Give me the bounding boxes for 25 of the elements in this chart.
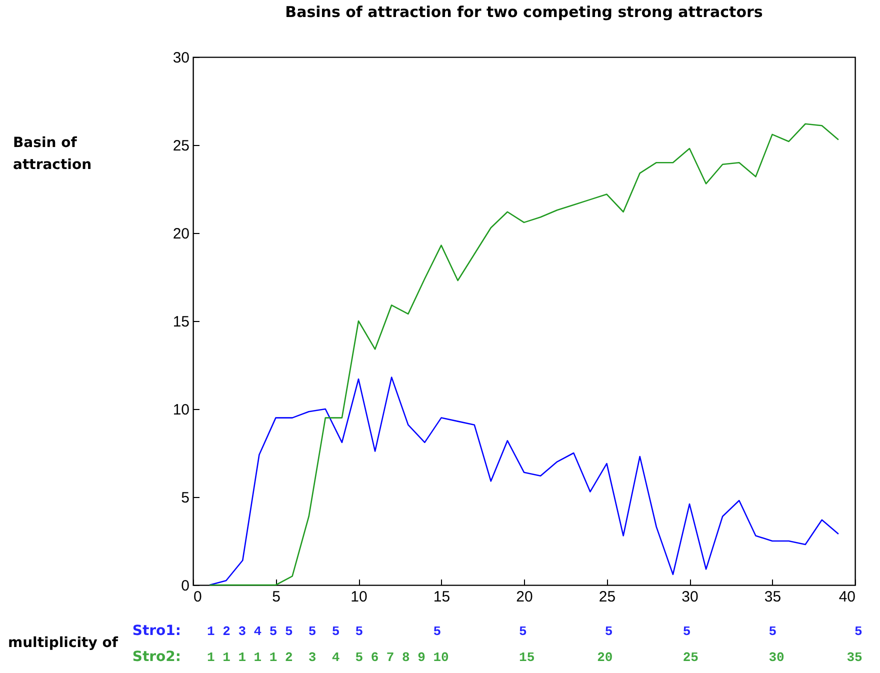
y-tick-label: 20 xyxy=(172,226,190,242)
x-tick-label: 15 xyxy=(433,588,450,606)
line-series xyxy=(208,123,840,586)
y-tick-label: 10 xyxy=(172,402,190,418)
x-tick-label: 10 xyxy=(350,588,368,606)
text: Stro1: xyxy=(132,623,181,639)
line-series xyxy=(208,376,840,586)
text: multiplicity of xyxy=(8,635,119,651)
text: Stro2: xyxy=(132,649,181,665)
y-tick-label: 0 xyxy=(181,578,190,594)
chart-title: Basins of attraction for two competing strong attractors xyxy=(285,3,763,21)
y-tick-label: 15 xyxy=(172,314,190,330)
text: Basin of attraction xyxy=(13,135,92,173)
y-tick-label: 5 xyxy=(181,490,190,506)
x-tick-label: 0 xyxy=(194,588,202,606)
y-tick-label: 30 xyxy=(172,50,190,66)
x-tick-label: 40 xyxy=(838,588,856,606)
x-tick-label: 5 xyxy=(272,588,280,606)
x-tick-label: 20 xyxy=(516,588,533,606)
x-tick-label: 25 xyxy=(598,588,616,606)
x-tick-label: 30 xyxy=(682,588,698,606)
y-tick-label: 25 xyxy=(172,138,190,154)
x-tick-label: 35 xyxy=(764,588,782,606)
text: 1 1 1 1 1 2 3 4 5 6 7 8 9 10 15 20 25 30 35 xyxy=(207,650,863,665)
text: 1 2 3 4 5 5 5 5 5 5 5 5 5 5 5 xyxy=(207,624,863,639)
